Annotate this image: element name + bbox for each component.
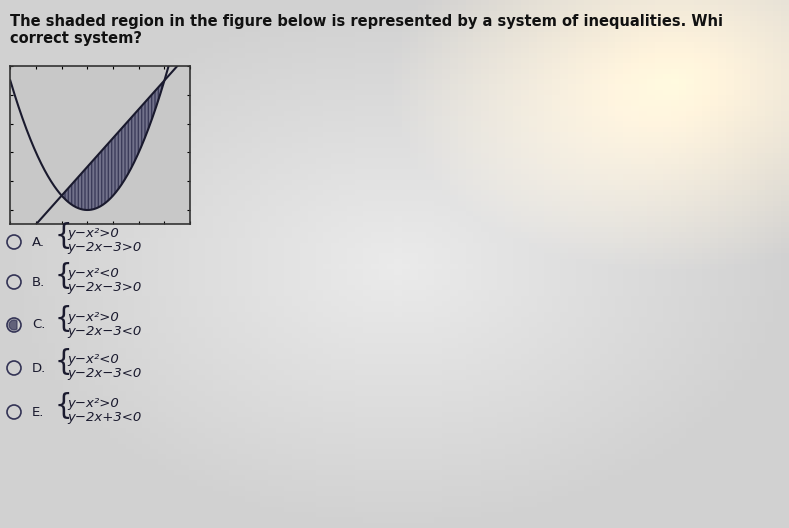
Text: A.: A. xyxy=(32,235,45,249)
Text: y−x²>0: y−x²>0 xyxy=(67,398,119,410)
Text: y−x²<0: y−x²<0 xyxy=(67,354,119,366)
Text: y−2x−3<0: y−2x−3<0 xyxy=(67,325,141,337)
Text: y−2x−3<0: y−2x−3<0 xyxy=(67,367,141,381)
Text: The shaded region in the figure below is represented by a system of inequalities: The shaded region in the figure below is… xyxy=(10,14,723,29)
Text: {: { xyxy=(55,392,73,420)
Text: {: { xyxy=(55,305,73,333)
Text: y−2x+3<0: y−2x+3<0 xyxy=(67,411,141,425)
Text: E.: E. xyxy=(32,406,44,419)
Text: y−x²>0: y−x²>0 xyxy=(67,310,119,324)
Text: y−2x−3>0: y−2x−3>0 xyxy=(67,281,141,295)
Text: D.: D. xyxy=(32,362,47,374)
Text: C.: C. xyxy=(32,318,46,332)
Text: correct system?: correct system? xyxy=(10,31,142,46)
Text: {: { xyxy=(55,222,73,250)
Text: {: { xyxy=(55,348,73,376)
Text: y−2x−3>0: y−2x−3>0 xyxy=(67,241,141,254)
Text: B.: B. xyxy=(32,276,45,288)
Text: y−x²<0: y−x²<0 xyxy=(67,268,119,280)
Text: y−x²>0: y−x²>0 xyxy=(67,228,119,240)
Text: {: { xyxy=(55,262,73,290)
Polygon shape xyxy=(9,320,17,330)
